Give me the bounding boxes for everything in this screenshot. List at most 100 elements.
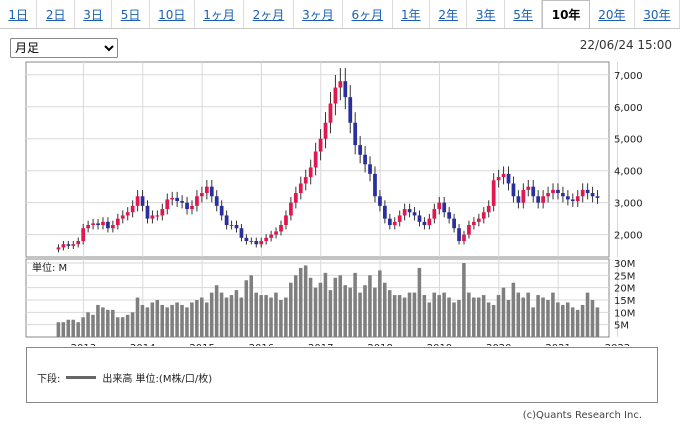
- volume-bar: [313, 287, 318, 337]
- candle-body: [442, 202, 447, 213]
- volume-bar: [120, 317, 125, 337]
- period-type-select[interactable]: 月足: [10, 38, 118, 58]
- candle-body: [298, 183, 303, 194]
- time-tick-label: 2014: [130, 343, 155, 346]
- candle-body: [496, 177, 501, 181]
- volume-bar: [61, 322, 66, 337]
- candle-body: [531, 186, 536, 197]
- volume-bar: [437, 295, 441, 337]
- candle-body: [392, 221, 397, 226]
- volume-bar: [333, 277, 338, 337]
- candle-body: [481, 212, 486, 219]
- candle-body: [541, 196, 545, 203]
- candle-body: [387, 218, 392, 226]
- candle-body: [190, 205, 194, 210]
- volume-bar: [595, 307, 600, 337]
- volume-bar: [130, 312, 135, 337]
- volume-bar: [81, 317, 85, 337]
- candle-body: [585, 189, 590, 194]
- candle-body: [363, 154, 367, 165]
- candle-body: [56, 247, 61, 250]
- volume-bar: [269, 297, 273, 337]
- volume-bar: [150, 302, 155, 337]
- candle-body: [437, 202, 442, 210]
- period-tab[interactable]: 1年: [393, 0, 431, 28]
- candle-body: [249, 241, 254, 243]
- volume-bar: [289, 282, 293, 337]
- candle-body: [165, 199, 170, 210]
- volume-bar: [106, 309, 110, 337]
- volume-bar: [214, 285, 219, 337]
- period-tab[interactable]: 3ヶ月: [294, 0, 344, 28]
- time-tick-label: 2019: [427, 343, 452, 346]
- candle-body: [61, 244, 66, 248]
- volume-bar: [575, 309, 580, 337]
- candle-body: [333, 87, 338, 104]
- period-tab[interactable]: 10日: [150, 0, 195, 28]
- candle-body: [86, 225, 91, 229]
- candle-body: [452, 218, 456, 229]
- volume-bar: [254, 292, 258, 337]
- candle-body: [590, 193, 595, 197]
- candle-body: [289, 202, 293, 216]
- candle-body: [81, 228, 86, 242]
- legend-volume-label: 出来高 単位:(M株/口/枚): [102, 374, 213, 385]
- candle-body: [328, 103, 333, 123]
- volume-bar: [96, 304, 100, 337]
- candle-body: [293, 193, 298, 203]
- volume-bar: [76, 322, 80, 337]
- volume-bar: [546, 300, 550, 337]
- time-tick-label: 2016: [249, 343, 274, 346]
- candle-body: [106, 221, 110, 229]
- candle-body: [111, 225, 115, 229]
- candle-body: [76, 241, 81, 245]
- period-tab[interactable]: 3年: [467, 0, 505, 28]
- candle-body: [556, 189, 560, 194]
- volume-bar: [427, 302, 432, 337]
- candle-body: [368, 164, 372, 174]
- volume-bar: [293, 275, 298, 337]
- volume-bar: [338, 275, 343, 337]
- period-tab[interactable]: 2ヶ月: [244, 0, 294, 28]
- period-tab[interactable]: 2日: [37, 0, 75, 28]
- volume-bar: [526, 292, 530, 337]
- price-tick-label: 5,000: [614, 135, 643, 146]
- period-tab[interactable]: 5日: [112, 0, 150, 28]
- candle-body: [150, 215, 155, 219]
- candle-body: [259, 241, 264, 245]
- period-tab[interactable]: 1日: [0, 0, 38, 28]
- candle-body: [516, 196, 521, 203]
- candle-body: [427, 218, 432, 226]
- period-tab[interactable]: 2年: [430, 0, 468, 28]
- volume-bar: [140, 304, 145, 337]
- volume-bar: [328, 290, 333, 337]
- volume-bar: [531, 307, 535, 337]
- price-axis: 7,000 6,000 5,000 4,000 3,000 2,000: [614, 71, 643, 242]
- volume-bar: [195, 300, 199, 337]
- volume-bar: [501, 287, 506, 337]
- candle-body: [580, 189, 585, 197]
- volume-bar: [496, 295, 501, 337]
- volume-bar: [204, 302, 209, 337]
- volume-bar: [392, 295, 397, 337]
- candle-body: [526, 186, 531, 190]
- candle-body: [239, 228, 244, 238]
- period-tab[interactable]: 10年: [542, 0, 590, 28]
- candle-body: [155, 215, 160, 217]
- period-tab[interactable]: 3日: [75, 0, 113, 28]
- last-update-timestamp: 22/06/24 15:00: [579, 38, 672, 52]
- candle-body: [491, 180, 496, 206]
- period-tab[interactable]: 5年: [505, 0, 543, 28]
- candle-body: [145, 205, 150, 219]
- volume-bar: [462, 263, 466, 337]
- volume-bar: [565, 302, 570, 337]
- volume-bar: [303, 265, 308, 337]
- volume-bar: [264, 295, 268, 337]
- period-tab[interactable]: 6ヶ月: [343, 0, 393, 28]
- period-tab-bar: 1日 2日 3日 5日 10日 1ヶ月 2ヶ月 3ヶ月 6ヶ月 1年 2年 3年 5年 10年 20年 30年: [0, 0, 680, 29]
- period-tab[interactable]: 30年: [635, 0, 680, 28]
- period-tab[interactable]: 20年: [590, 0, 635, 28]
- period-tab[interactable]: 1ヶ月: [195, 0, 245, 28]
- volume-bar: [447, 297, 451, 337]
- volume-bar: [383, 282, 387, 337]
